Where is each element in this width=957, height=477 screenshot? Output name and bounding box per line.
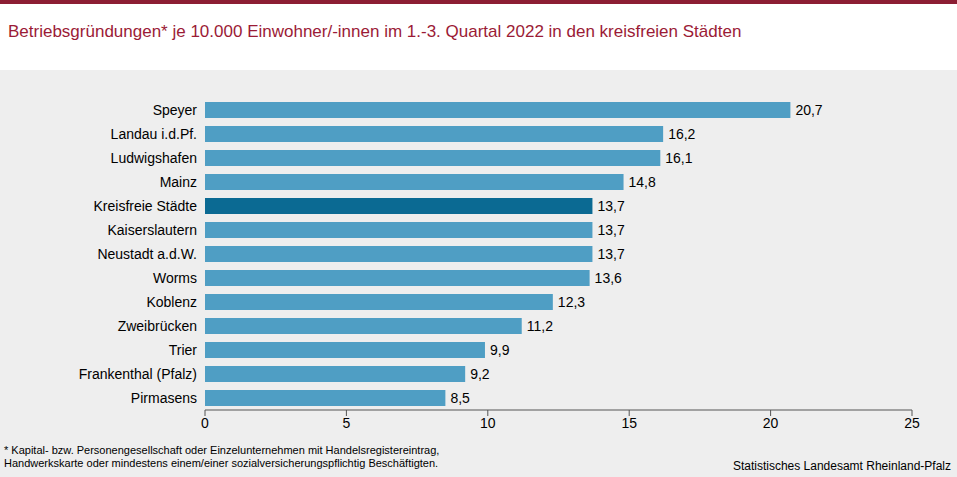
html-text:Statistisches Landesamt Rheinl: Statistisches Landesamt Rheinland-Pfalz xyxy=(732,459,951,473)
svg-text:13,7: 13,7 xyxy=(597,222,624,238)
html-text:* Kapital- bzw. Personengesell: * Kapital- bzw. Personengesellschaft ode… xyxy=(4,444,440,456)
html-text:Betriebsgründungen* je 10.000: Betriebsgründungen* je 10.000 Einwohner/… xyxy=(8,22,742,41)
svg-text:Frankenthal (Pfalz): Frankenthal (Pfalz) xyxy=(79,366,197,382)
svg-text:13,7: 13,7 xyxy=(597,198,624,214)
svg-text:11,2: 11,2 xyxy=(527,318,553,334)
svg-text:Worms: Worms xyxy=(153,270,197,286)
svg-text:Kaiserslautern: Kaiserslautern xyxy=(108,222,198,238)
svg-text:Ludwigshafen: Ludwigshafen xyxy=(111,150,197,166)
html-text:Handwerkskarte oder mindestens: Handwerkskarte oder mindestens einem/ein… xyxy=(4,457,439,469)
svg-text:25: 25 xyxy=(904,415,920,431)
svg-text:13,7: 13,7 xyxy=(597,246,624,262)
svg-text:9,2: 9,2 xyxy=(470,366,490,382)
svg-text:9,9: 9,9 xyxy=(490,342,510,358)
svg-text:14,8: 14,8 xyxy=(629,174,656,190)
svg-text:Pirmasens: Pirmasens xyxy=(131,390,197,406)
svg-text:Speyer: Speyer xyxy=(153,102,198,118)
svg-text:20,7: 20,7 xyxy=(795,102,822,118)
svg-text:15: 15 xyxy=(621,415,637,431)
svg-text:5: 5 xyxy=(343,415,351,431)
svg-text:16,1: 16,1 xyxy=(665,150,692,166)
svg-text:16,2: 16,2 xyxy=(668,126,695,142)
svg-text:Koblenz: Koblenz xyxy=(146,294,197,310)
svg-text:Zweibrücken: Zweibrücken xyxy=(118,318,197,334)
svg-text:Landau i.d.Pf.: Landau i.d.Pf. xyxy=(111,126,197,142)
svg-text:12,3: 12,3 xyxy=(558,294,585,310)
svg-text:20: 20 xyxy=(763,415,779,431)
svg-text:Neustadt a.d.W.: Neustadt a.d.W. xyxy=(97,246,197,262)
svg-text:10: 10 xyxy=(480,415,496,431)
svg-text:13,6: 13,6 xyxy=(595,270,622,286)
svg-text:Kreisfreie Städte: Kreisfreie Städte xyxy=(94,198,198,214)
svg-text:Trier: Trier xyxy=(169,342,198,358)
svg-text:8,5: 8,5 xyxy=(450,390,470,406)
svg-text:0: 0 xyxy=(201,415,209,431)
svg-text:Mainz: Mainz xyxy=(160,174,197,190)
